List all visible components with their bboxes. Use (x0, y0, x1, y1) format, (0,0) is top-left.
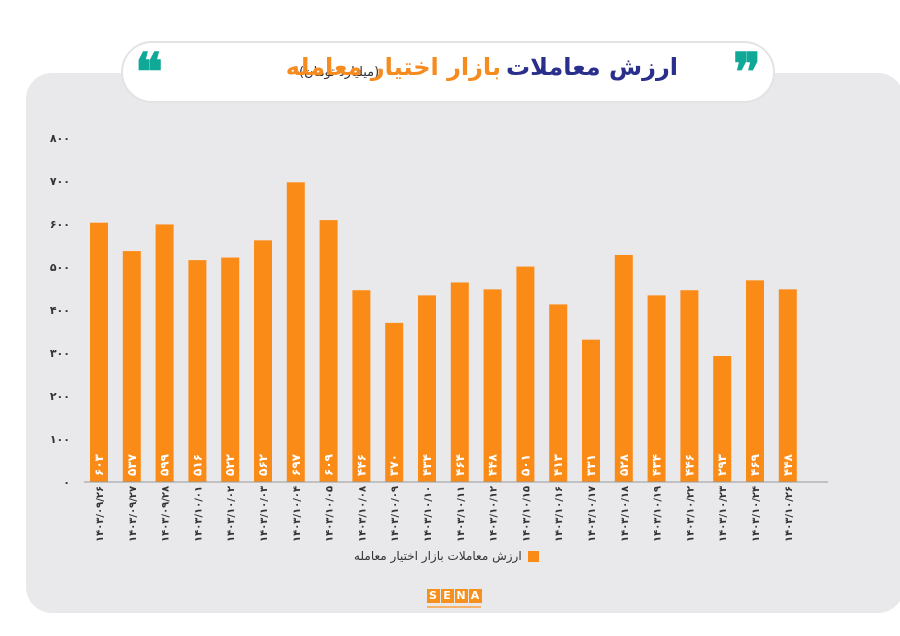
bar (614, 254, 633, 482)
y-tick-label: ۸۰۰ (50, 132, 70, 145)
x-tick-label: ۱۴۰۳/۱۰/۲۳ (718, 486, 729, 542)
bar-value-label: ۵۳۷ (125, 453, 139, 476)
bar (286, 182, 305, 483)
legend-label: ارزش معاملات بازار اختیار معامله (354, 549, 522, 563)
bar-value-label: ۴۴۶ (682, 454, 696, 476)
x-tick-label: ۱۴۰۳/۱۰/۱۷ (587, 486, 598, 542)
bar-value-label: ۴۱۳ (551, 453, 565, 476)
x-tick-label: ۱۴۰۳/۰۹/۲۶ (95, 486, 106, 542)
bar (582, 339, 600, 482)
bar (90, 222, 108, 482)
x-tick-label: ۱۴۰۳/۱۰/۱۸ (620, 486, 631, 542)
y-tick-label: ۵۰۰ (50, 261, 70, 274)
bar (418, 295, 436, 482)
bars: ۶۰۳ ۵۳۷ ۵۹۹ ۵۱۶ ۵۲۲ ۵۶۲ ۶۹۷ ۶۰۹ ۴۴۶ ۳۷۰ ۴۳۴ ۴۶۴ ۴۴۸ ۵… (90, 182, 797, 483)
x-tick-label: ۱۴۰۳/۱۰/۱۵ (521, 486, 532, 542)
bar-value-label: ۶۹۷ (289, 453, 303, 476)
x-tick-label: ۱۴۰۳/۱۰/۱۶ (554, 486, 565, 542)
bar (516, 266, 535, 482)
bar (352, 290, 371, 482)
bar (155, 224, 174, 482)
bar (122, 251, 141, 482)
x-tick-label: ۱۴۰۳/۱۰/۱۰ (423, 486, 434, 542)
bar-value-label: ۵۰۱ (518, 454, 532, 476)
bar-value-label: ۵۲۸ (617, 453, 631, 476)
bar-value-label: ۴۴۶ (354, 454, 368, 476)
title-accent: بازار اختیار معامله (285, 53, 501, 81)
chart-subtitle: (میلیارد تومان) (299, 65, 380, 80)
x-tick-label: ۱۴۰۳/۱۰/۲۶ (784, 486, 795, 542)
logo-letter: A (468, 589, 482, 603)
y-axis: ۰ ۱۰۰ ۲۰۰ ۳۰۰ ۴۰۰ ۵۰۰ ۶۰۰ ۷۰۰ ۸۰۰ (50, 132, 70, 489)
bar-value-label: ۳۷۰ (387, 454, 401, 476)
bar (483, 289, 502, 482)
y-tick-label: ۱۰۰ (50, 433, 70, 446)
x-tick-label: ۱۴۰۳/۱۰/۰۹ (390, 486, 401, 542)
y-tick-label: ۰ (63, 476, 70, 489)
bar (450, 282, 469, 482)
bar (746, 280, 764, 482)
logo-letter: S (426, 589, 440, 603)
x-tick-label: ۱۴۰۳/۱۰/۱۹ (653, 486, 664, 542)
title-header: ❝ (میلیارد تومان) ارزش معاملات بازار اخت… (121, 41, 775, 103)
bar-value-label: ۶۰۳ (92, 453, 106, 476)
y-tick-label: ۷۰۰ (50, 175, 70, 188)
x-tick-label: ۱۴۰۳/۱۰/۲۴ (751, 486, 762, 542)
y-tick-label: ۶۰۰ (50, 218, 70, 231)
bar-value-label: ۵۶۲ (256, 453, 270, 476)
x-tick-label: ۱۴۰۳/۱۰/۰۳ (259, 486, 270, 542)
bar (319, 220, 338, 482)
bar (680, 290, 699, 482)
bar-value-label: ۵۲۲ (223, 453, 237, 476)
title-main: ارزش معاملات (506, 53, 678, 81)
bar-value-label: ۶۰۹ (322, 453, 336, 476)
bar-value-label: ۴۴۸ (486, 453, 500, 476)
bar (713, 356, 732, 482)
quote-left-icon: ❝ (135, 42, 163, 103)
x-tick-label: ۱۴۰۳/۱۰/۱۱ (456, 486, 467, 542)
bar (778, 289, 797, 482)
logo-tagline (427, 606, 481, 608)
bar-value-label: ۵۹۹ (158, 453, 172, 476)
bar (188, 260, 207, 482)
bar-value-label: ۵۱۶ (190, 454, 204, 476)
bar (549, 304, 568, 482)
chart-title: ارزش معاملات بازار اختیار معامله (286, 53, 678, 81)
x-tick-label: ۱۴۰۳/۱۰/۰۸ (357, 486, 368, 542)
x-tick-label: ۱۴۰۳/۱۰/۱۲ (489, 486, 500, 542)
quote-right-icon: ❞ (733, 42, 761, 103)
bar-value-label: ۴۴۸ (781, 453, 795, 476)
legend-swatch (527, 550, 539, 562)
sena-logo: S E N A (424, 589, 484, 611)
x-tick-label: ۱۴۰۳/۱۰/۰۲ (226, 486, 237, 542)
bar (647, 295, 666, 482)
bar-value-label: ۴۶۹ (748, 453, 762, 476)
bar-value-label: ۴۶۴ (453, 454, 467, 476)
bar-value-label: ۴۳۴ (420, 454, 434, 476)
x-tick-label: ۱۴۰۳/۱۰/۰۵ (325, 486, 336, 542)
bar (254, 240, 272, 482)
x-tick-label: ۱۴۰۳/۰۹/۲۸ (161, 486, 172, 542)
x-tick-label: ۱۴۰۳/۱۰/۰۱ (193, 486, 204, 542)
x-tick-label: ۱۴۰۳/۰۹/۲۷ (128, 486, 139, 542)
x-tick-label: ۱۴۰۳/۱۰/۲۲ (685, 486, 696, 542)
y-tick-label: ۲۰۰ (50, 390, 70, 403)
y-tick-label: ۳۰۰ (50, 347, 70, 360)
bar-value-label: ۲۹۳ (715, 453, 729, 476)
y-tick-label: ۴۰۰ (50, 304, 70, 317)
bar-value-label: ۴۳۴ (650, 454, 664, 476)
legend: ارزش معاملات بازار اختیار معامله (354, 548, 539, 564)
bar-value-label: ۳۳۱ (584, 454, 598, 476)
bar (221, 257, 240, 482)
bar (385, 322, 404, 482)
x-tick-label: ۱۴۰۳/۱۰/۰۴ (292, 486, 303, 542)
logo-letter: N (454, 589, 468, 603)
logo-letter: E (440, 589, 454, 603)
x-axis: ۱۴۰۳/۰۹/۲۶ ۱۴۰۳/۰۹/۲۷ ۱۴۰۳/۰۹/۲۸ ۱۴۰۳/۱۰/۰۱… (95, 486, 795, 542)
